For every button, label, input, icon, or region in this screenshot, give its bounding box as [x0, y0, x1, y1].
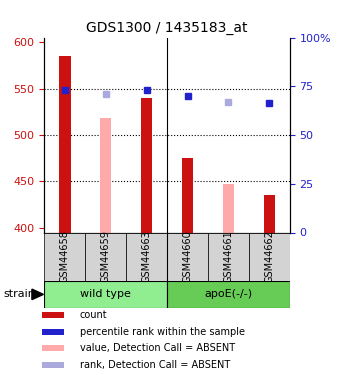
Text: strain: strain [3, 290, 35, 299]
Bar [208, 232, 249, 281]
Text: GSM44662: GSM44662 [264, 230, 275, 284]
Text: GSM44660: GSM44660 [182, 231, 193, 283]
Bar [42, 362, 64, 368]
Bar [167, 232, 208, 281]
Bar [141, 98, 152, 232]
Text: GSM44658: GSM44658 [60, 230, 70, 284]
Title: GDS1300 / 1435183_at: GDS1300 / 1435183_at [86, 21, 248, 35]
Bar [223, 184, 234, 232]
Text: GSM44659: GSM44659 [101, 230, 111, 284]
Bar [42, 345, 64, 351]
Bar [59, 56, 71, 232]
Bar [167, 281, 290, 308]
Text: GSM44663: GSM44663 [142, 231, 152, 283]
Text: apoE(-/-): apoE(-/-) [204, 290, 253, 299]
Bar [249, 232, 290, 281]
Text: percentile rank within the sample: percentile rank within the sample [80, 327, 245, 337]
Bar [85, 232, 126, 281]
Bar [264, 195, 275, 232]
Bar [42, 328, 64, 335]
Bar [100, 118, 112, 232]
Text: rank, Detection Call = ABSENT: rank, Detection Call = ABSENT [80, 360, 230, 370]
Bar [42, 312, 64, 318]
Text: wild type: wild type [80, 290, 131, 299]
Text: GSM44661: GSM44661 [223, 231, 234, 283]
Text: count: count [80, 310, 107, 320]
Bar [182, 158, 193, 232]
Bar [44, 232, 85, 281]
Bar [44, 281, 167, 308]
Text: value, Detection Call = ABSENT: value, Detection Call = ABSENT [80, 343, 235, 353]
Polygon shape [32, 289, 43, 300]
Bar [126, 232, 167, 281]
